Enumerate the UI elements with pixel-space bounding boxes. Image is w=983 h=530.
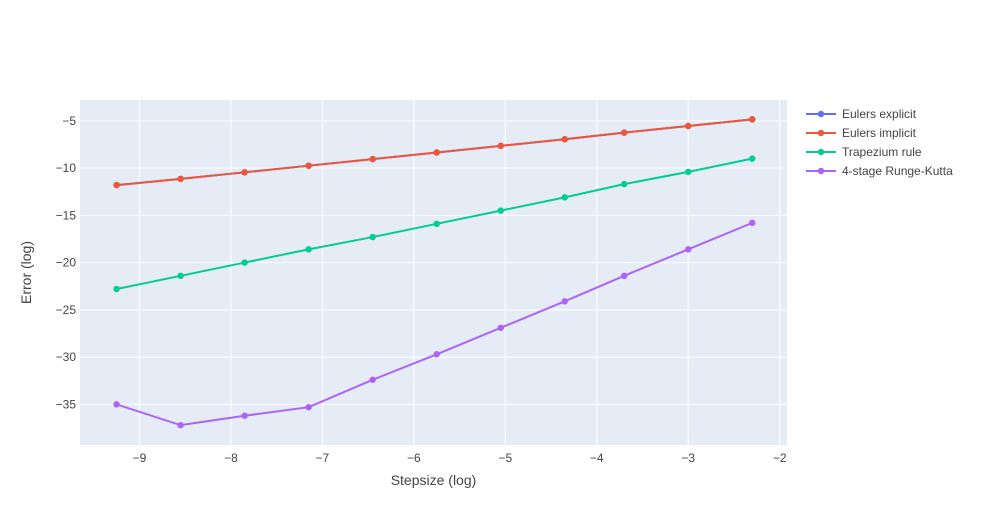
data-point xyxy=(305,162,312,169)
data-point xyxy=(749,155,756,162)
legend-label: Eulers implicit xyxy=(842,126,917,140)
data-point xyxy=(561,298,568,305)
legend-label: 4-stage Runge-Kutta xyxy=(842,164,953,178)
plot-background xyxy=(80,100,787,445)
tick-labels: −9 −8 −7 −6 −5 −4 −3 −2 −35 −30 −25 −20 −15 −10 −5 xyxy=(56,114,787,465)
y-tick-label: −20 xyxy=(56,256,77,270)
legend-label: Eulers explicit xyxy=(842,107,917,121)
data-point xyxy=(241,169,248,176)
x-tick-label: −8 xyxy=(224,451,238,465)
data-point xyxy=(305,246,312,253)
x-tick-label: −3 xyxy=(681,451,695,465)
data-point xyxy=(749,116,756,123)
series-2 xyxy=(113,155,756,293)
series-1 xyxy=(113,116,756,189)
legend-item[interactable]: Eulers implicit xyxy=(806,126,917,140)
legend-item[interactable]: Trapezium rule xyxy=(806,145,922,159)
y-tick-label: −30 xyxy=(56,350,77,364)
y-tick-label: −25 xyxy=(56,303,77,317)
y-tick-label: −5 xyxy=(62,114,76,128)
data-point xyxy=(561,136,568,143)
y-axis-title: Error (log) xyxy=(18,241,34,304)
data-point xyxy=(369,155,376,163)
series-group xyxy=(113,116,756,429)
x-tick-label: −7 xyxy=(316,451,330,465)
y-tick-label: −35 xyxy=(56,397,77,411)
data-point xyxy=(497,142,504,150)
x-axis-title: Stepsize (log) xyxy=(391,472,477,488)
legend-label: Trapezium rule xyxy=(842,145,922,159)
data-point xyxy=(433,351,440,358)
legend-item[interactable]: Eulers explicit xyxy=(806,107,917,121)
data-point xyxy=(177,421,184,429)
legend-swatch-marker xyxy=(817,148,825,156)
grid-lines xyxy=(80,100,787,445)
legend-swatch-marker xyxy=(817,167,825,175)
legend-swatch-marker xyxy=(817,110,825,118)
data-point xyxy=(433,149,440,156)
series-3 xyxy=(113,219,756,429)
data-point xyxy=(685,122,692,130)
data-point xyxy=(620,272,628,280)
data-point xyxy=(685,246,692,253)
data-point xyxy=(241,259,248,266)
data-point xyxy=(369,233,376,241)
x-tick-label: −4 xyxy=(590,451,604,465)
data-point xyxy=(561,194,568,201)
data-point xyxy=(177,272,184,280)
data-point xyxy=(433,220,440,228)
x-tick-label: −5 xyxy=(498,451,512,465)
data-point xyxy=(620,180,628,188)
data-point xyxy=(177,175,184,183)
data-point xyxy=(749,219,756,227)
legend-swatch-marker xyxy=(817,129,825,137)
y-tick-label: −15 xyxy=(56,208,77,222)
legend-item[interactable]: 4-stage Runge-Kutta xyxy=(806,164,953,178)
data-point xyxy=(113,285,120,293)
data-point xyxy=(113,401,120,408)
x-tick-label: −2 xyxy=(773,451,787,465)
y-tick-label: −10 xyxy=(56,161,77,175)
x-tick-label: −6 xyxy=(407,451,421,465)
data-point xyxy=(497,324,504,331)
data-point xyxy=(305,403,312,411)
legend[interactable]: Eulers explicit Eulers implicit Trapezium … xyxy=(806,107,953,178)
data-point xyxy=(241,412,248,419)
data-point xyxy=(620,129,628,136)
data-point xyxy=(369,376,376,383)
data-point xyxy=(113,181,120,189)
data-point xyxy=(685,168,692,176)
data-point xyxy=(497,207,504,214)
x-tick-label: −9 xyxy=(133,451,147,465)
